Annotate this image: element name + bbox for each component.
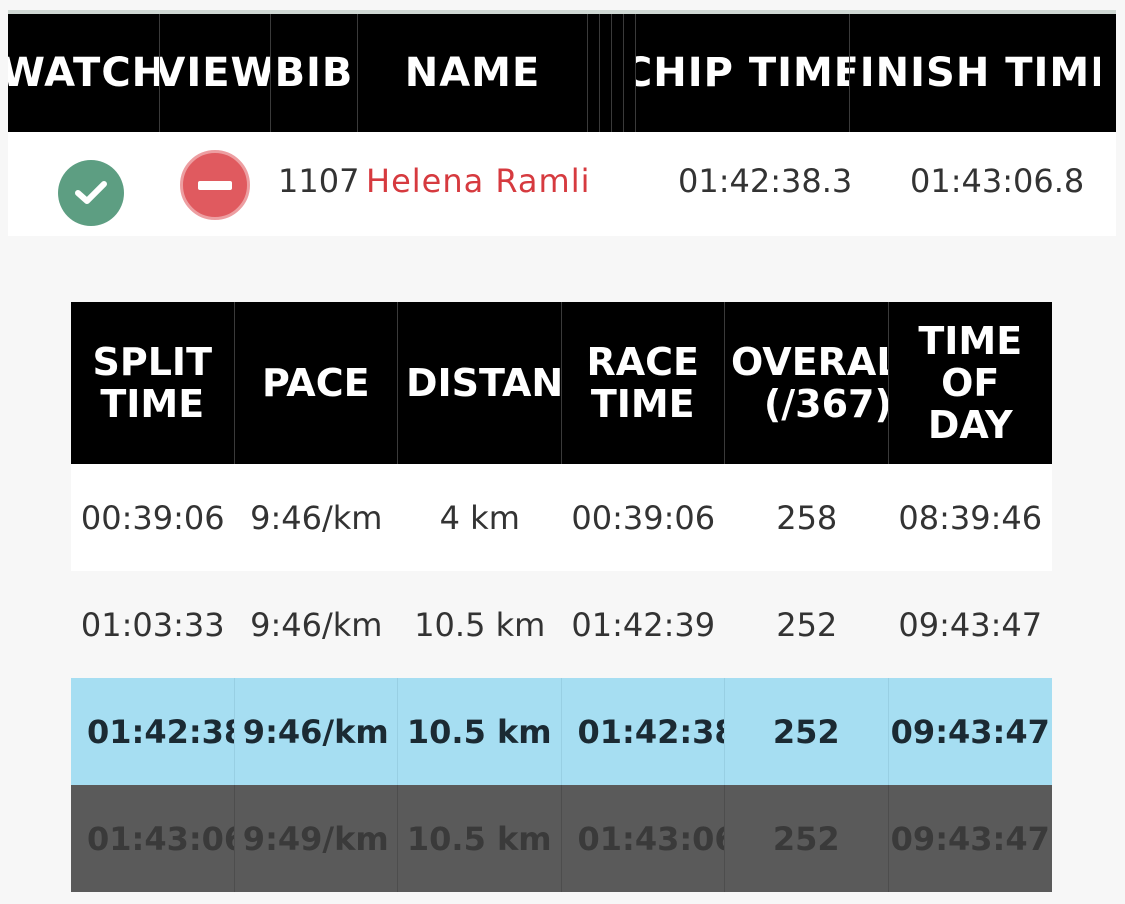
header-finish-time: FINISH TIME — [850, 50, 1100, 96]
header-watch: WATCH — [8, 14, 160, 132]
header-spacer — [624, 14, 636, 132]
overall-cell: 252 — [725, 785, 889, 892]
time-of-day-cell: 09:43:47 — [890, 712, 1050, 751]
splits-header-distance: DISTANCE — [398, 302, 562, 464]
split-row: 00:39:06 9:46/km 4 km 00:39:06 258 08:39… — [71, 464, 1052, 571]
splits-header-pace: PACE — [235, 302, 398, 464]
top-divider — [8, 10, 1116, 14]
splits-header-race-time: RACE TIME — [562, 302, 725, 464]
distance-cell: 4 km — [439, 498, 520, 537]
result-name-link[interactable]: Helena Ramli — [366, 162, 591, 200]
split-row: 01:03:33 9:46/km 10.5 km 01:42:39 252 09… — [71, 571, 1052, 678]
minus-circle-icon[interactable] — [180, 150, 250, 220]
result-finish-time: 01:43:06.8 — [910, 162, 1085, 200]
header-bib: BIB — [271, 14, 358, 132]
race-time-cell: 01:43:06.8 — [562, 785, 725, 892]
header-spacer — [600, 14, 612, 132]
distance-cell: 10.5 km — [398, 785, 562, 892]
splits-header-overall: OVERALL (/367) — [725, 302, 889, 464]
pace-cell: 9:46/km — [250, 605, 383, 644]
pace-cell: 9:46/km — [235, 678, 398, 785]
split-time-cell: 00:39:06 — [80, 498, 225, 537]
overall-cell: 258 — [776, 498, 838, 537]
header-view: VIEW — [160, 14, 271, 132]
result-row[interactable]: 1107 Helena Ramli 01:42:38.3 01:43:06.8 — [8, 132, 1116, 236]
overall-cell: 252 — [776, 605, 838, 644]
race-time-cell: 00:39:06 — [571, 498, 716, 537]
splits-header-time-of-day: TIME OF DAY — [918, 319, 1023, 447]
overall-cell: 252 — [725, 678, 889, 785]
pace-cell: 9:49/km — [235, 785, 398, 892]
split-row-highlighted: 01:42:38.3 9:46/km 10.5 km 01:42:38.3 25… — [71, 678, 1052, 785]
header-chip-time: CHIP TIME — [636, 14, 850, 132]
results-header: WATCH VIEW BIB NAME CHIP TIME FINISH TIM… — [8, 14, 1116, 132]
distance-cell: 10.5 km — [398, 678, 562, 785]
split-time-cell: 01:43:06.8 — [71, 785, 235, 892]
result-chip-time: 01:42:38.3 — [678, 162, 853, 200]
split-time-cell: 01:03:33 — [80, 605, 225, 644]
result-bib: 1107 — [278, 162, 360, 200]
time-of-day-cell: 09:43:47 — [890, 819, 1050, 858]
check-circle-icon[interactable] — [58, 160, 124, 226]
time-of-day-cell: 08:39:46 — [898, 498, 1043, 537]
header-spacer — [588, 14, 600, 132]
splits-header-split-time: SPLIT TIME — [71, 302, 235, 464]
header-spacer — [612, 14, 624, 132]
distance-cell: 10.5 km — [414, 605, 546, 644]
header-name: NAME — [358, 14, 588, 132]
pace-cell: 9:46/km — [250, 498, 383, 537]
time-of-day-cell: 09:43:47 — [898, 605, 1043, 644]
race-time-cell: 01:42:38.3 — [562, 678, 725, 785]
splits-table: SPLIT TIME PACE DISTANCE RACE TIME OVERA… — [71, 302, 1052, 892]
race-time-cell: 01:42:39 — [571, 605, 716, 644]
split-time-cell: 01:42:38.3 — [71, 678, 235, 785]
splits-header: SPLIT TIME PACE DISTANCE RACE TIME OVERA… — [71, 302, 1052, 464]
split-row-finish: 01:43:06.8 9:49/km 10.5 km 01:43:06.8 25… — [71, 785, 1052, 892]
